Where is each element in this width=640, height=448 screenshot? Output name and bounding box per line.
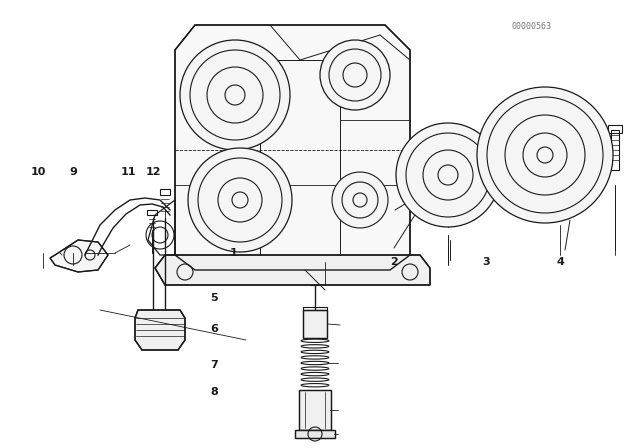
Text: 00000563: 00000563 [511,22,551,31]
Text: 2: 2 [390,257,397,267]
Text: 6: 6 [211,324,218,334]
Text: 7: 7 [211,360,218,370]
Text: 4: 4 [556,257,564,267]
Circle shape [477,87,613,223]
Polygon shape [155,255,430,285]
Text: 10: 10 [31,168,46,177]
Circle shape [180,40,290,150]
Text: 12: 12 [146,168,161,177]
Polygon shape [135,310,185,350]
Polygon shape [295,430,335,438]
Text: 9: 9 [70,168,77,177]
Text: 11: 11 [120,168,136,177]
Circle shape [332,172,388,228]
Text: 3: 3 [483,257,490,267]
Text: 1: 1 [230,248,237,258]
Text: 8: 8 [211,387,218,397]
Text: 5: 5 [211,293,218,303]
Polygon shape [303,310,327,338]
Polygon shape [50,240,108,272]
Circle shape [396,123,500,227]
Circle shape [320,40,390,110]
Circle shape [188,148,292,252]
Polygon shape [299,390,331,430]
Polygon shape [175,25,410,270]
